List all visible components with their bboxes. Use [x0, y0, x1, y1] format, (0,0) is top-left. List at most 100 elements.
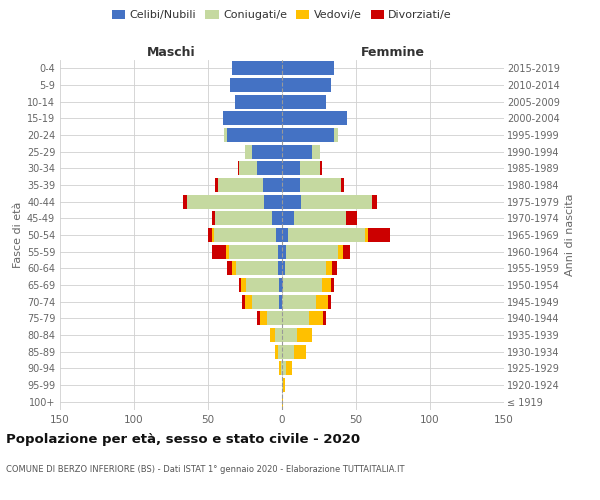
- Bar: [230, 78, 282, 92]
- Bar: [223, 112, 282, 126]
- Bar: [253, 144, 282, 159]
- Bar: [308, 311, 323, 326]
- Bar: [365, 228, 368, 242]
- Bar: [208, 228, 212, 242]
- Y-axis label: Anni di nascita: Anni di nascita: [565, 194, 575, 276]
- Bar: [279, 361, 281, 376]
- Bar: [282, 294, 316, 308]
- Bar: [227, 261, 232, 276]
- Bar: [275, 328, 282, 342]
- Bar: [282, 228, 288, 242]
- Bar: [341, 178, 344, 192]
- Bar: [326, 261, 332, 276]
- Bar: [301, 194, 372, 209]
- Bar: [338, 244, 343, 259]
- Bar: [282, 112, 347, 126]
- Bar: [232, 62, 282, 76]
- Bar: [285, 261, 326, 276]
- Text: Femmine: Femmine: [361, 46, 425, 59]
- Bar: [183, 194, 187, 209]
- Bar: [263, 178, 282, 192]
- Bar: [227, 128, 282, 142]
- Bar: [215, 178, 218, 192]
- Bar: [282, 144, 311, 159]
- Bar: [328, 294, 331, 308]
- Bar: [282, 244, 286, 259]
- Bar: [282, 261, 285, 276]
- Bar: [294, 211, 346, 226]
- Bar: [311, 144, 320, 159]
- Bar: [245, 144, 253, 159]
- Bar: [331, 278, 334, 292]
- Bar: [279, 278, 282, 292]
- Bar: [276, 228, 282, 242]
- Bar: [282, 94, 326, 109]
- Bar: [282, 378, 283, 392]
- Bar: [283, 278, 322, 292]
- Bar: [253, 294, 279, 308]
- Bar: [275, 344, 278, 359]
- Bar: [229, 244, 278, 259]
- Bar: [235, 94, 282, 109]
- Bar: [215, 211, 272, 226]
- Bar: [288, 228, 365, 242]
- Bar: [282, 78, 331, 92]
- Bar: [247, 278, 279, 292]
- Bar: [334, 128, 338, 142]
- Bar: [257, 162, 282, 175]
- Bar: [212, 211, 215, 226]
- Bar: [283, 378, 285, 392]
- Bar: [300, 178, 341, 192]
- Bar: [282, 128, 334, 142]
- Bar: [282, 361, 286, 376]
- Bar: [260, 311, 267, 326]
- Bar: [294, 344, 305, 359]
- Bar: [282, 162, 300, 175]
- Bar: [282, 211, 294, 226]
- Bar: [343, 244, 350, 259]
- Bar: [278, 244, 282, 259]
- Bar: [270, 328, 275, 342]
- Bar: [286, 244, 338, 259]
- Bar: [282, 62, 334, 76]
- Bar: [368, 228, 390, 242]
- Bar: [232, 261, 236, 276]
- Bar: [282, 311, 308, 326]
- Bar: [272, 211, 282, 226]
- Bar: [245, 294, 253, 308]
- Bar: [242, 294, 245, 308]
- Bar: [323, 311, 326, 326]
- Bar: [278, 344, 282, 359]
- Bar: [372, 194, 377, 209]
- Bar: [239, 162, 257, 175]
- Bar: [281, 361, 282, 376]
- Bar: [236, 261, 278, 276]
- Bar: [282, 394, 283, 409]
- Bar: [282, 344, 294, 359]
- Bar: [332, 261, 337, 276]
- Bar: [322, 278, 331, 292]
- Bar: [241, 278, 247, 292]
- Y-axis label: Fasce di età: Fasce di età: [13, 202, 23, 268]
- Text: Maschi: Maschi: [146, 46, 196, 59]
- Bar: [278, 261, 282, 276]
- Bar: [264, 194, 282, 209]
- Bar: [218, 178, 263, 192]
- Bar: [316, 294, 328, 308]
- Bar: [282, 278, 283, 292]
- Bar: [320, 162, 322, 175]
- Bar: [282, 178, 300, 192]
- Bar: [257, 311, 260, 326]
- Bar: [224, 128, 227, 142]
- Bar: [282, 194, 301, 209]
- Bar: [214, 228, 276, 242]
- Bar: [239, 278, 241, 292]
- Bar: [238, 162, 239, 175]
- Bar: [212, 244, 226, 259]
- Bar: [226, 244, 229, 259]
- Bar: [297, 328, 311, 342]
- Bar: [187, 194, 264, 209]
- Text: COMUNE DI BERZO INFERIORE (BS) - Dati ISTAT 1° gennaio 2020 - Elaborazione TUTTA: COMUNE DI BERZO INFERIORE (BS) - Dati IS…: [6, 466, 404, 474]
- Bar: [346, 211, 358, 226]
- Bar: [300, 162, 320, 175]
